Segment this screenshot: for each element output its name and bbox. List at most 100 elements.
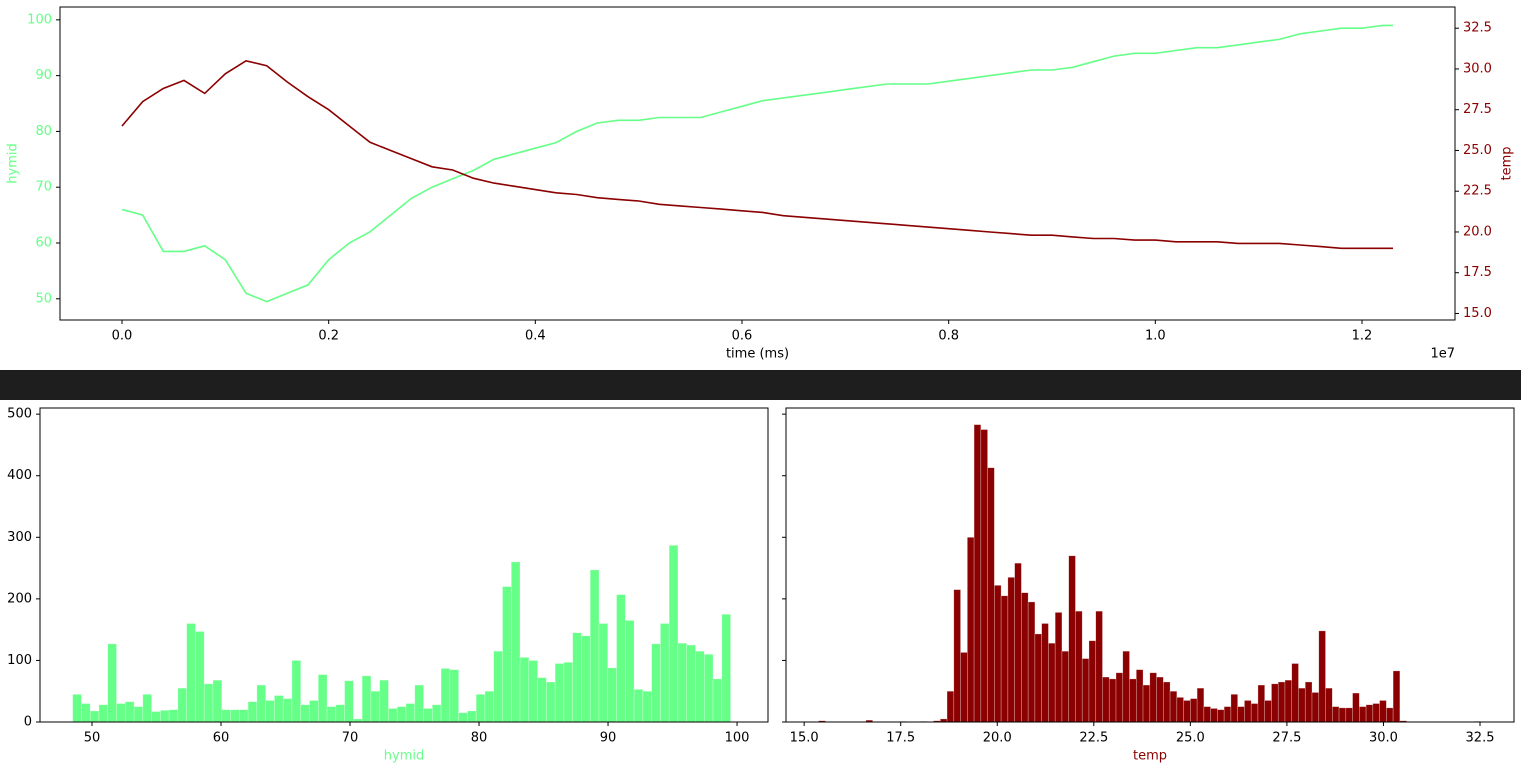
histogram-bar bbox=[1311, 692, 1320, 723]
histogram-bar bbox=[212, 679, 223, 723]
histogram-bar bbox=[1359, 706, 1367, 723]
histogram-bar bbox=[1129, 678, 1137, 723]
histogram-bar bbox=[440, 668, 451, 723]
y2-tick-label: 20.0 bbox=[1463, 224, 1492, 239]
histogram-bar bbox=[282, 698, 293, 723]
histogram-bar bbox=[361, 675, 372, 723]
histogram-bar bbox=[388, 708, 398, 723]
histogram-bar bbox=[1338, 707, 1347, 723]
histogram-bar bbox=[660, 623, 670, 723]
histogram-bar bbox=[1095, 610, 1103, 723]
histogram-bar bbox=[177, 687, 187, 723]
histogram-bar bbox=[1088, 640, 1097, 723]
x-tick-label: 32.5 bbox=[1466, 731, 1495, 746]
histogram-bar bbox=[1331, 706, 1340, 723]
plot-frame bbox=[785, 407, 1515, 723]
x-tick-label: 80 bbox=[471, 731, 488, 746]
histogram-bar bbox=[668, 544, 679, 723]
histogram-bar bbox=[686, 644, 696, 723]
histogram-bar bbox=[633, 689, 644, 723]
histogram-bar bbox=[274, 695, 284, 723]
histogram-bar bbox=[1007, 577, 1015, 723]
histogram-bar bbox=[973, 424, 982, 723]
x-tick-label: 15.0 bbox=[790, 731, 819, 746]
x-tick-label: 1.0 bbox=[1145, 329, 1166, 344]
y-tick-label: 0 bbox=[24, 715, 32, 730]
histogram-bar bbox=[247, 701, 258, 723]
histogram-bar bbox=[1230, 693, 1238, 723]
histogram-bar bbox=[946, 690, 955, 723]
y-tick-label: 50 bbox=[35, 291, 52, 306]
histogram-bar bbox=[1325, 687, 1333, 723]
histogram-bar bbox=[142, 693, 152, 723]
histogram-bar bbox=[1264, 700, 1272, 723]
histogram-bar bbox=[502, 586, 512, 723]
x-offset-label: 1e7 bbox=[1430, 347, 1455, 362]
histogram-bar bbox=[1176, 697, 1184, 723]
histogram-bar bbox=[712, 678, 723, 723]
x-tick-label: 25.0 bbox=[1176, 731, 1205, 746]
histogram-bar bbox=[423, 708, 433, 723]
histogram-bar bbox=[1142, 684, 1151, 723]
y-tick-label: 70 bbox=[35, 180, 52, 195]
histogram-bar bbox=[953, 589, 961, 723]
histogram-bar bbox=[1156, 676, 1164, 723]
histogram-bar bbox=[230, 709, 240, 723]
x-tick-label: 0.6 bbox=[732, 329, 753, 344]
histogram-bar bbox=[1352, 692, 1360, 723]
histogram-bar bbox=[1054, 612, 1063, 723]
histogram-bar bbox=[1149, 672, 1157, 723]
x-tick-label: 30.0 bbox=[1369, 731, 1398, 746]
separator bbox=[0, 370, 1521, 400]
x-tick-label: 20.0 bbox=[983, 731, 1012, 746]
histogram-bar bbox=[1210, 708, 1218, 723]
histogram-bar bbox=[695, 650, 705, 723]
histogram-bar bbox=[151, 711, 161, 723]
histogram-bar bbox=[98, 704, 109, 723]
histogram-bar bbox=[1027, 601, 1036, 723]
x-tick-label: 90 bbox=[600, 731, 617, 746]
y2-axis-label: temp bbox=[1500, 146, 1515, 180]
histogram-bar bbox=[256, 684, 266, 723]
histogram-bar bbox=[563, 661, 573, 723]
histogram-bar bbox=[396, 706, 407, 723]
histogram-bar bbox=[1183, 700, 1191, 723]
histogram-bar bbox=[1291, 663, 1299, 723]
histogram-bar bbox=[72, 693, 82, 723]
y2-tick-label: 17.5 bbox=[1463, 265, 1492, 280]
histogram-bar bbox=[703, 653, 714, 723]
y-tick-label: 60 bbox=[35, 236, 52, 251]
y-axis-label: hymid bbox=[6, 143, 21, 183]
histogram-bar bbox=[168, 709, 179, 723]
histogram-bar bbox=[581, 635, 591, 723]
histogram-bar bbox=[625, 620, 635, 723]
histogram-bar bbox=[960, 652, 968, 723]
histogram-bar bbox=[1392, 670, 1401, 723]
y-tick-label: 300 bbox=[7, 530, 32, 545]
histogram-bar bbox=[467, 710, 477, 723]
histogram-bar bbox=[1372, 703, 1380, 723]
plot-frame bbox=[39, 407, 769, 723]
histogram-bar bbox=[1048, 642, 1056, 723]
histogram-bar bbox=[493, 650, 503, 723]
line-series bbox=[121, 59, 1393, 250]
histogram-bar bbox=[1190, 698, 1198, 723]
histogram-bar bbox=[1304, 681, 1313, 723]
histogram-bar bbox=[133, 706, 144, 723]
x-tick-label: 0.0 bbox=[112, 329, 133, 344]
histogram-bar bbox=[1068, 555, 1076, 723]
x-tick-label: 22.5 bbox=[1079, 731, 1108, 746]
histogram-bar bbox=[203, 683, 214, 723]
x-axis-label: hymid bbox=[384, 749, 424, 764]
histogram-bar bbox=[554, 663, 565, 723]
histogram-bar bbox=[1115, 672, 1124, 723]
histogram-bar bbox=[1223, 706, 1232, 723]
histogram-bar bbox=[1163, 681, 1171, 723]
histogram-bar bbox=[1122, 650, 1130, 723]
histogram-bar bbox=[1379, 700, 1387, 723]
histogram-bar bbox=[1318, 630, 1326, 723]
x-tick-label: 17.5 bbox=[886, 731, 915, 746]
histogram-bar bbox=[239, 709, 249, 723]
histogram-bar bbox=[186, 623, 196, 723]
plot-frame bbox=[59, 6, 1456, 321]
